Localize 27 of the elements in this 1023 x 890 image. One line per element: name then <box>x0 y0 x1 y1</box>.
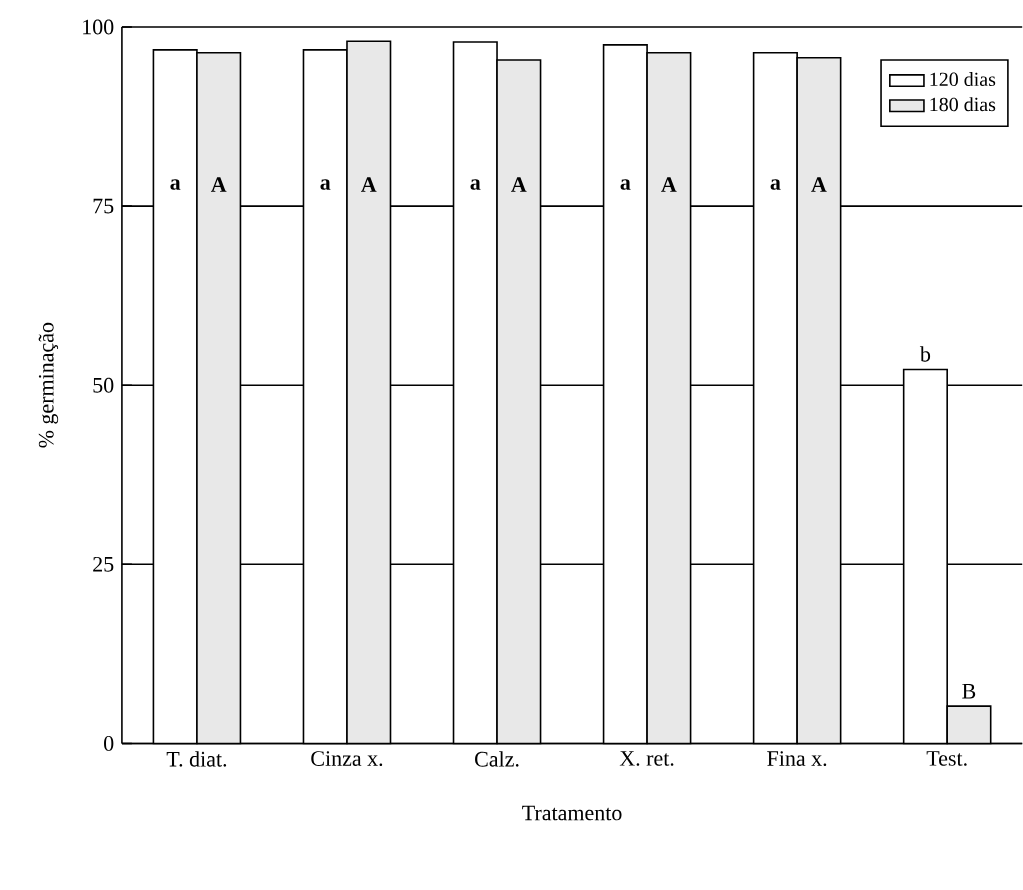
data-label: a <box>470 179 481 190</box>
x-tick-label: X. ret. <box>619 751 674 766</box>
data-label: A <box>210 177 227 192</box>
data-label: A <box>811 177 827 192</box>
data-label: b <box>919 346 931 362</box>
data-label: A <box>361 177 377 192</box>
x-tick-label: Test. <box>926 751 967 766</box>
y-tick-label: 0 <box>104 735 114 751</box>
data-label: a <box>170 179 181 190</box>
y-tick-label: 100 <box>83 19 114 35</box>
y-tick-label: 25 <box>93 556 114 572</box>
data-label: B <box>962 683 976 699</box>
data-label: A <box>511 177 527 192</box>
data-label: a <box>320 179 331 190</box>
legend-label: 120 dias <box>930 71 996 86</box>
data-label: a <box>770 179 781 190</box>
x-tick-label: Cinza x. <box>311 751 383 766</box>
x-tick-label: T. diat. <box>166 751 227 767</box>
y-tick-label: 75 <box>93 198 114 214</box>
legend-label: 180 dias <box>930 96 996 112</box>
data-label: a <box>620 179 631 190</box>
x-tick-label: Fina x. <box>767 751 827 766</box>
y-tick-label: 50 <box>93 377 114 393</box>
x-tick-label: Calz. <box>475 751 519 767</box>
x-axis-title: Tratamento <box>522 805 622 821</box>
data-label: A <box>661 177 677 192</box>
y-axis-title: % germinação <box>38 322 59 448</box>
